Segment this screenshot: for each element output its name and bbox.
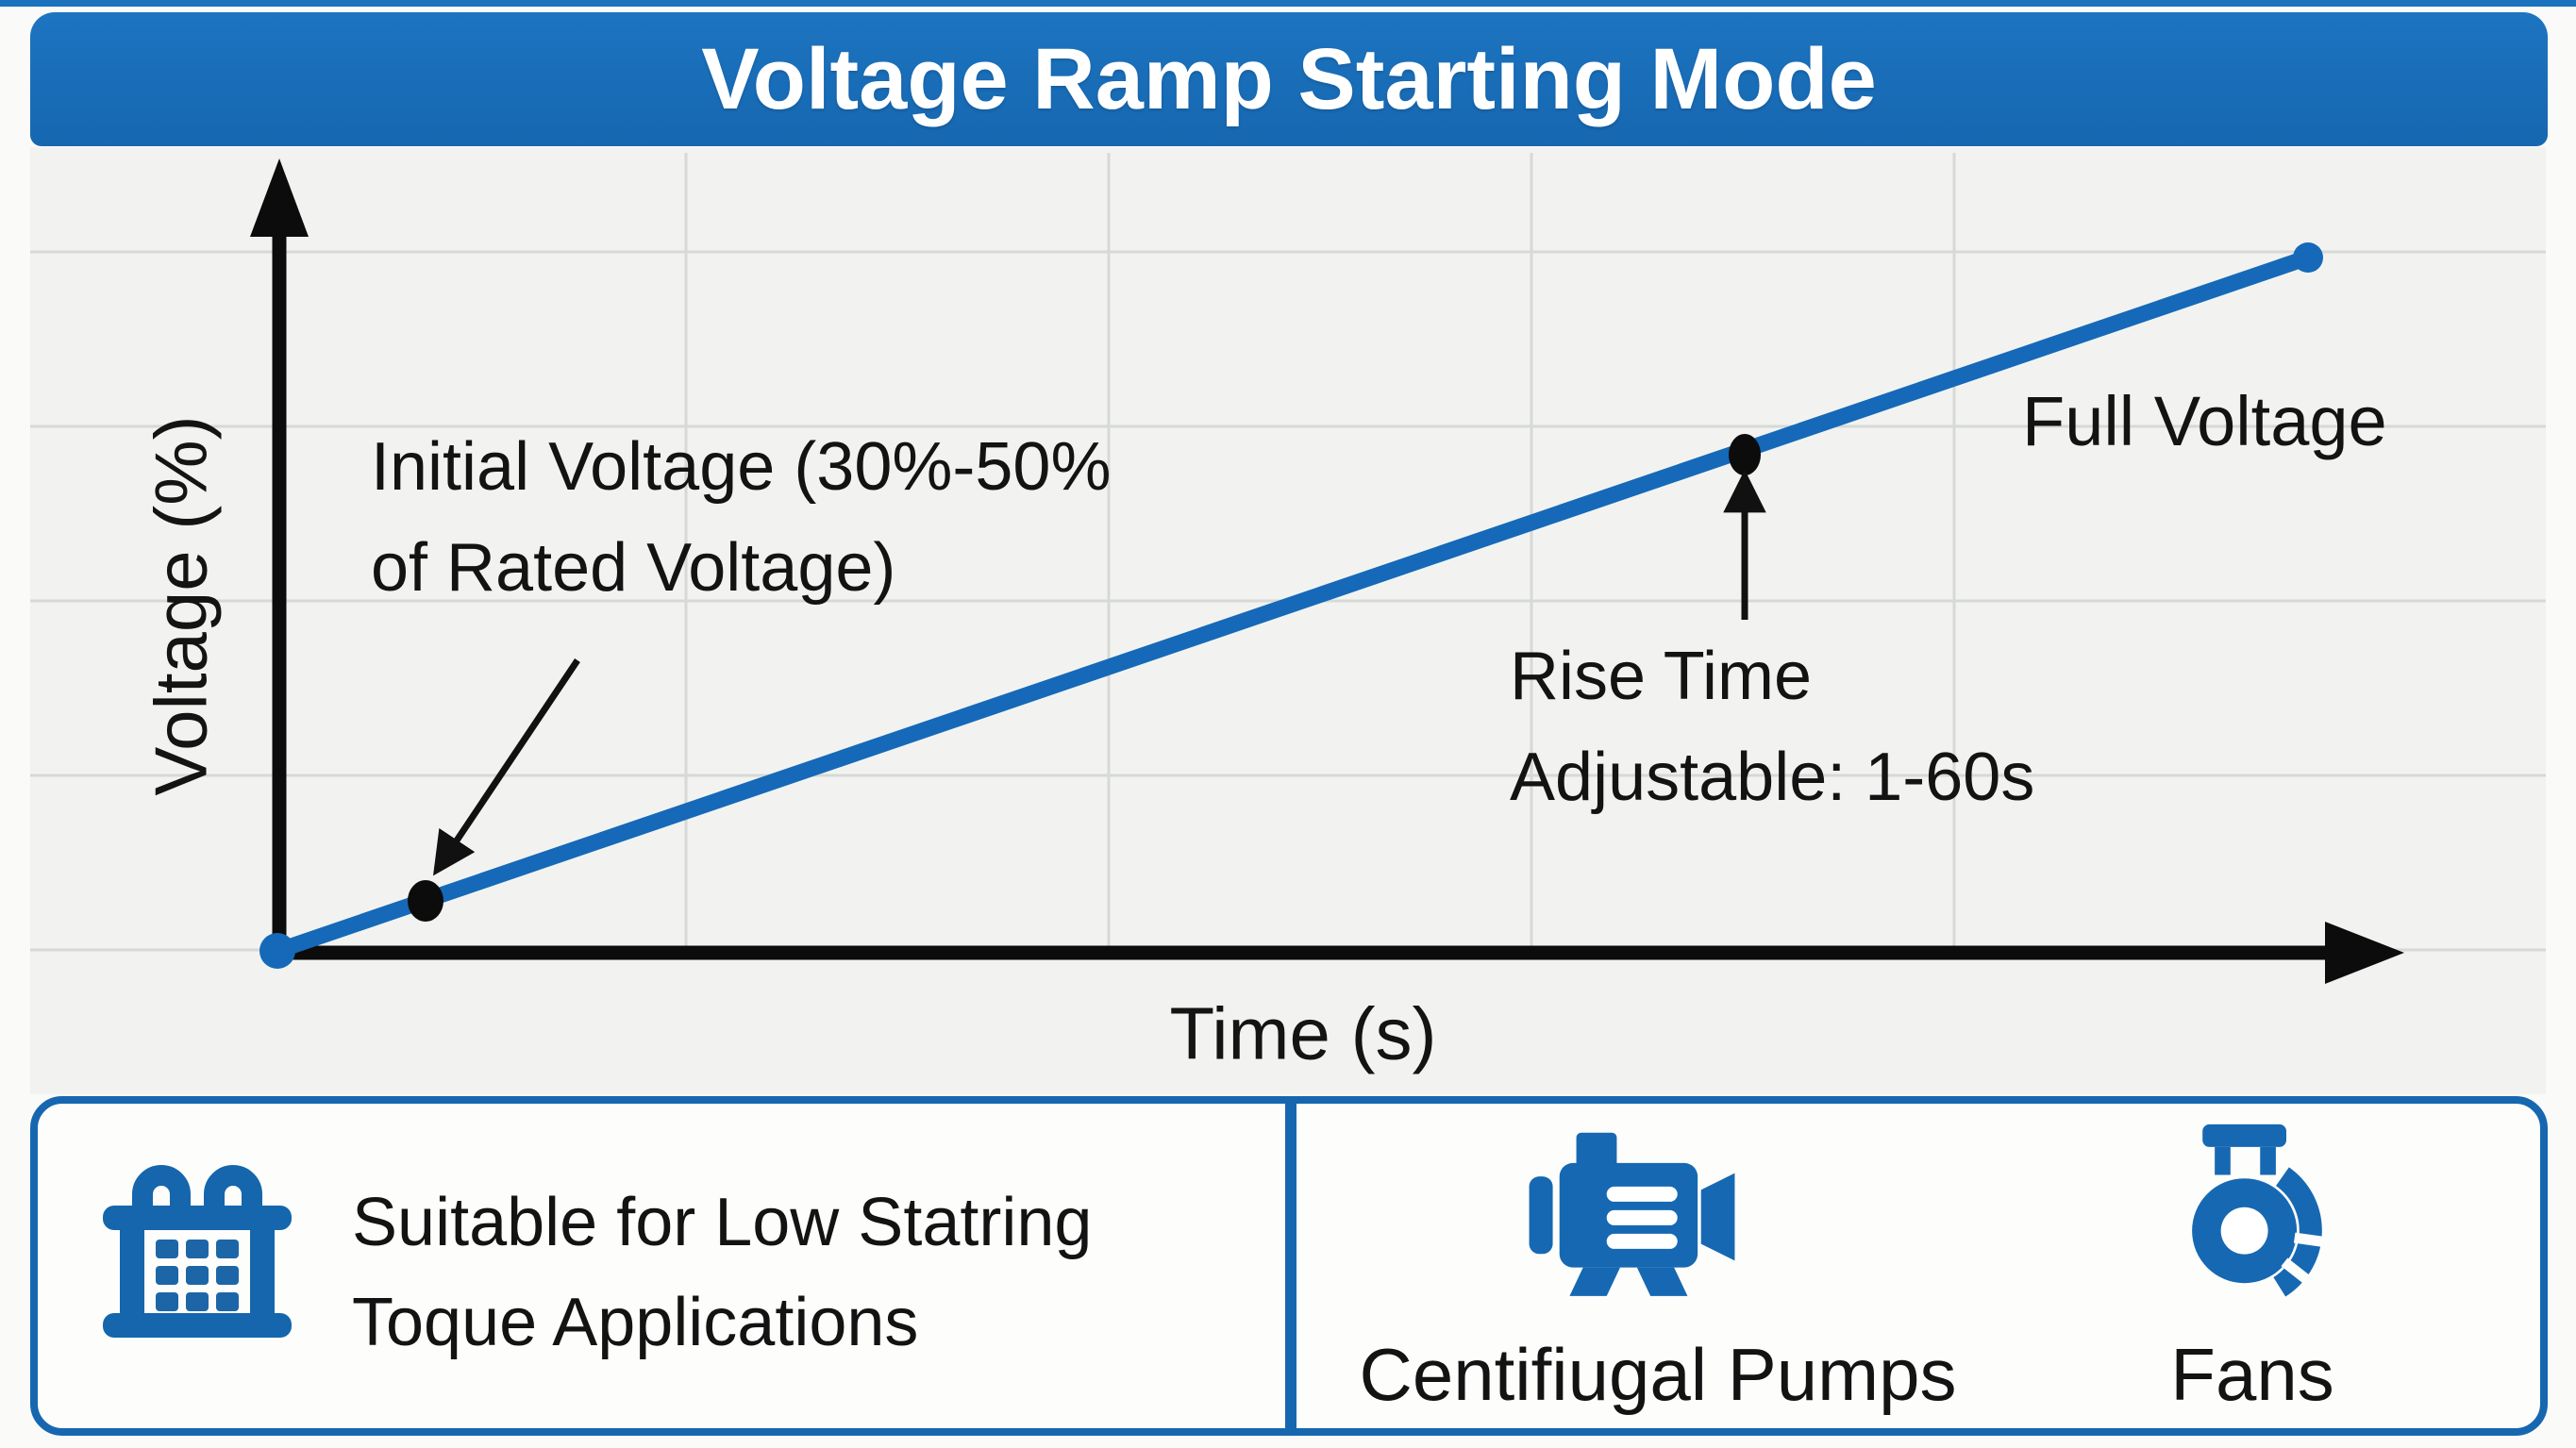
header-bar: Voltage Ramp Starting Mode [30,12,2548,146]
application-pumps-label: Centifiugal Pumps [1359,1333,1957,1416]
panel-divider [1285,1104,1296,1428]
ramp-end-point [2293,242,2323,273]
annotation-initial-voltage: Initial Voltage (30%-50% of Rated Voltag… [371,417,1111,618]
application-fans-label: Fans [2170,1333,2334,1416]
page-title: Voltage Ramp Starting Mode [701,30,1877,127]
y-axis-label: Voltage (%) [139,415,223,796]
annotation-rise-time-line1: Rise Time [1510,639,1813,714]
suitability-text-line1: Suitable for Low Statring [352,1185,1093,1260]
motor-icon [1529,1132,1735,1296]
chart-graphics [30,153,2546,984]
rise-time-point [1729,434,1761,475]
fan-icon [2192,1123,2326,1297]
y-axis [250,158,309,955]
suitability-text: Suitable for Low Statring Toque Applicat… [352,1173,1092,1373]
x-axis [279,922,2404,984]
x-axis-label: Time (s) [1169,991,1437,1075]
annotation-rise-time: Rise Time Adjustable: 1-60s [1510,626,2034,827]
initial-voltage-point [408,880,443,922]
initial-voltage-arrow [433,658,580,876]
annotation-initial-voltage-line1: Initial Voltage (30%-50% [371,429,1112,505]
transformer-icon [103,1165,292,1338]
chart-area [30,147,2546,1094]
suitability-text-line2: Toque Applications [352,1284,919,1360]
annotation-rise-time-line2: Adjustable: 1-60s [1510,739,2035,815]
applications-panel: Suitable for Low Statring Toque Applicat… [30,1096,2548,1436]
voltage-ramp-line [269,249,2317,959]
top-edge-strip [0,0,2576,7]
annotation-full-voltage: Full Voltage [2022,382,2387,460]
ramp-start-point [259,933,295,969]
annotation-initial-voltage-line2: of Rated Voltage) [371,529,896,606]
